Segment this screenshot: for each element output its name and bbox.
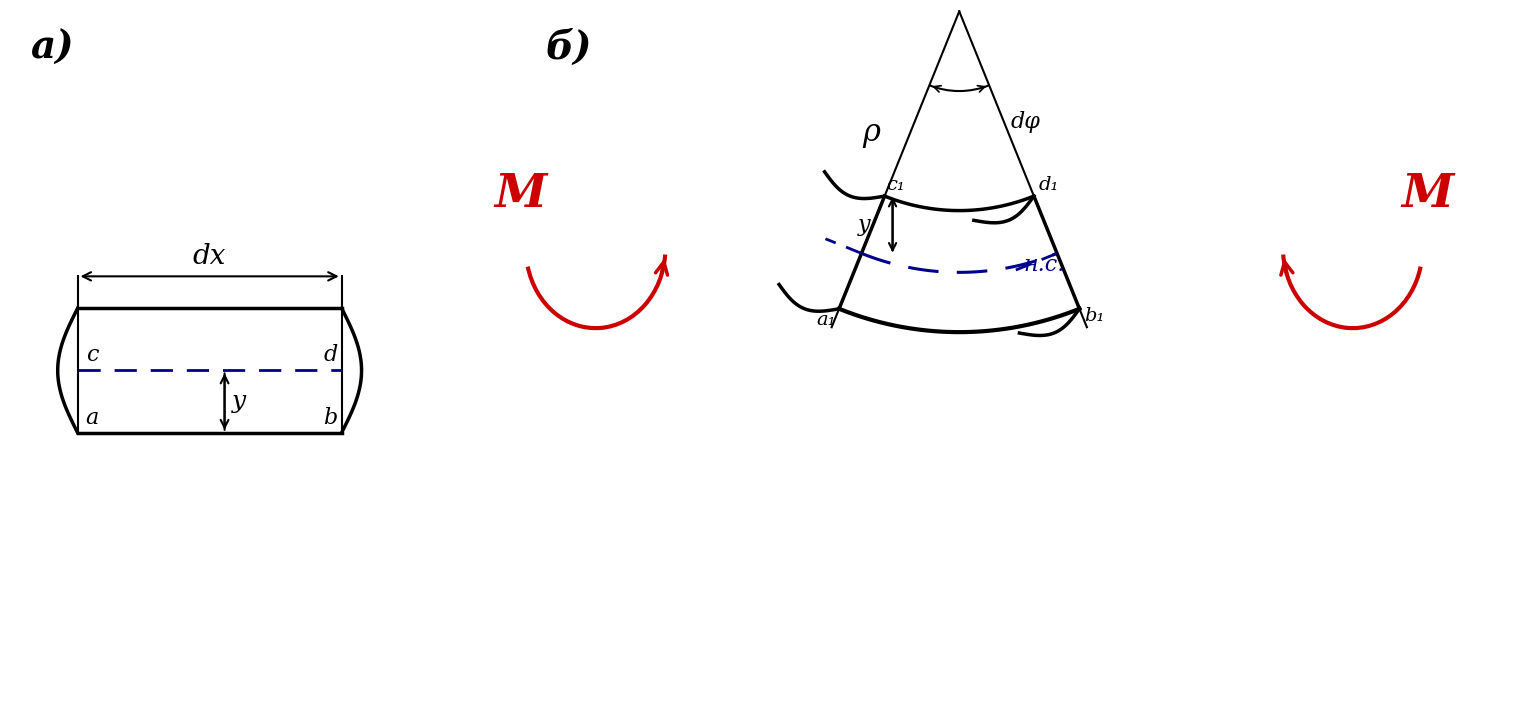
Text: a): a)	[31, 29, 75, 67]
Text: н.c.: н.c.	[1023, 254, 1064, 277]
Text: ρ: ρ	[862, 116, 880, 148]
Text: dφ: dφ	[1010, 111, 1041, 133]
Text: y: y	[857, 214, 871, 236]
Text: y: y	[231, 390, 245, 413]
Text: b₁: b₁	[1084, 306, 1105, 325]
Text: c: c	[86, 344, 98, 366]
Text: a: a	[86, 407, 100, 429]
Text: M: M	[495, 170, 547, 217]
Text: M: M	[1401, 170, 1453, 217]
Text: c₁: c₁	[886, 176, 905, 194]
Text: d: d	[323, 344, 338, 366]
Text: d₁: d₁	[1040, 176, 1059, 194]
Text: b: b	[323, 407, 338, 429]
Text: dx: dx	[193, 243, 227, 270]
Text: б): б)	[547, 29, 592, 67]
Text: a₁: a₁	[816, 311, 836, 329]
